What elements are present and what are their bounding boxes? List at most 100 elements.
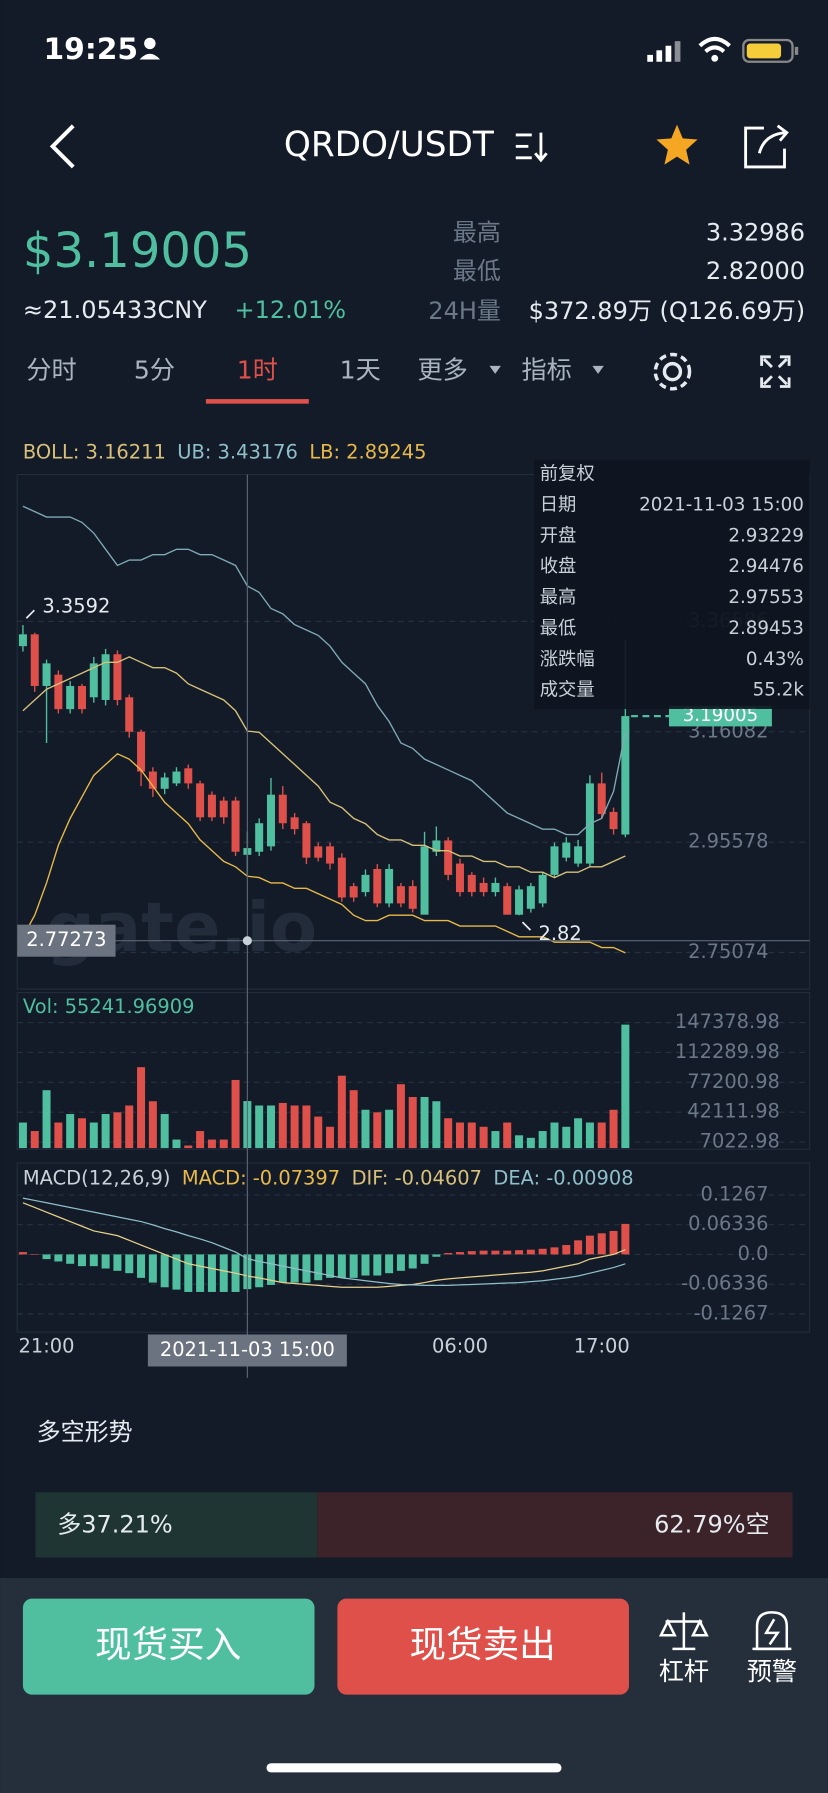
macd-bar — [585, 1235, 594, 1255]
macd-bar — [349, 1254, 358, 1278]
macd-bar — [491, 1250, 500, 1255]
settings-button[interactable] — [653, 352, 692, 391]
stat-label: 24H量 — [428, 297, 501, 325]
sell-button[interactable] — [337, 1598, 629, 1695]
y-tick-label: 42111.98 — [687, 1100, 780, 1123]
macd-bar — [455, 1252, 464, 1255]
boll-line — [22, 656, 626, 879]
share-button[interactable] — [744, 124, 789, 169]
macd-bar — [562, 1245, 571, 1255]
tab[interactable]: 5分 — [134, 356, 175, 385]
macd-bar — [66, 1254, 75, 1264]
candle-body — [302, 823, 311, 858]
indicator-label: DIF: -0.04607 — [352, 1166, 482, 1189]
macd-bar — [373, 1254, 382, 1276]
x-tick-label: 21:00 — [19, 1335, 75, 1358]
candle-body — [609, 811, 618, 830]
candle-body — [349, 886, 358, 898]
volume-bar — [148, 1101, 157, 1149]
tab[interactable]: 分时 — [26, 356, 76, 385]
crosshair-price-box — [17, 924, 116, 957]
macd-bar — [18, 1252, 27, 1255]
candle-body — [54, 674, 63, 710]
macd-bar — [148, 1254, 157, 1283]
volume-bar — [184, 1145, 193, 1149]
indicator-label: LB: 2.89245 — [309, 440, 426, 463]
volume-bar — [160, 1114, 169, 1149]
y-tick-label: 112289.98 — [675, 1040, 780, 1063]
candle-body — [77, 685, 86, 710]
tab[interactable]: 1时 — [237, 356, 278, 385]
macd-bar — [125, 1254, 134, 1274]
long-share — [35, 1492, 318, 1558]
candle-body — [455, 863, 464, 893]
y-tick-label: -0.1267 — [694, 1301, 769, 1324]
last-price-box — [668, 705, 772, 727]
macd-line — [22, 1202, 626, 1288]
tab[interactable]: 1天 — [340, 356, 381, 385]
candle-body — [207, 794, 216, 818]
min-arrow — [521, 921, 532, 931]
volume-bar — [255, 1105, 264, 1149]
macd-bar — [515, 1250, 524, 1255]
volume-bar — [503, 1122, 512, 1149]
macd-bar — [30, 1254, 39, 1255]
volume-bar — [219, 1139, 228, 1149]
candle-body — [467, 874, 476, 893]
tab[interactable]: 更多 — [417, 356, 467, 385]
tooltip-key: 日期 — [540, 494, 577, 515]
macd-bar — [538, 1248, 547, 1255]
volume-bar — [550, 1122, 559, 1149]
volume-bar — [196, 1131, 205, 1149]
tooltip-key: 最高 — [540, 587, 577, 608]
candle-body — [66, 685, 75, 710]
favorite-star[interactable] — [656, 124, 698, 165]
volume-bar — [585, 1122, 594, 1149]
macd-bar — [266, 1254, 275, 1285]
volume-bar — [373, 1112, 382, 1149]
candle-body — [255, 823, 264, 852]
y-tick-label: 77200.98 — [687, 1070, 780, 1093]
alert-label[interactable]: 预警 — [747, 1657, 797, 1686]
volume-bar — [467, 1122, 476, 1149]
buy-button[interactable] — [22, 1598, 315, 1695]
candle-body — [337, 857, 346, 898]
candle-body — [148, 771, 157, 789]
switch-icon[interactable] — [515, 132, 548, 163]
candle-body — [479, 882, 488, 893]
pair-title[interactable]: QRDO/USDT — [284, 125, 495, 165]
candle-body — [503, 886, 512, 915]
alert-icon[interactable] — [752, 1611, 792, 1651]
volume-bar — [609, 1109, 618, 1149]
macd-bar — [337, 1254, 346, 1278]
min-marker: 2.82 — [538, 922, 581, 945]
volume-bar — [455, 1122, 464, 1149]
fullscreen-button[interactable] — [760, 355, 791, 388]
macd-bar — [479, 1250, 488, 1255]
macd-bar — [137, 1254, 146, 1278]
macd-bar — [408, 1254, 417, 1269]
sell-label[interactable]: 现货卖出 — [409, 1623, 555, 1666]
short-share — [317, 1492, 793, 1558]
tab[interactable]: 指标 — [522, 356, 572, 385]
margin-icon[interactable] — [658, 1612, 709, 1651]
volume-bar — [361, 1109, 370, 1149]
candle-body — [266, 794, 275, 847]
macd-bar — [77, 1254, 86, 1267]
volume-bar — [314, 1116, 323, 1149]
y-tick-label: 2.95578 — [688, 830, 768, 853]
buy-label[interactable]: 现货买入 — [95, 1623, 241, 1666]
macd-bar — [314, 1254, 323, 1281]
macd-bar — [42, 1254, 51, 1260]
macd-bar — [597, 1233, 606, 1255]
back-button[interactable] — [49, 124, 75, 169]
candle-body — [373, 868, 382, 904]
y-tick-label: 2.75074 — [688, 940, 768, 963]
volume-bar — [515, 1135, 524, 1149]
tooltip-value: 2.94476 — [728, 556, 804, 577]
volume-bar — [77, 1118, 86, 1149]
margin-label[interactable]: 杠杆 — [659, 1657, 709, 1686]
macd-bar — [101, 1254, 110, 1269]
volume-bar — [42, 1090, 51, 1149]
